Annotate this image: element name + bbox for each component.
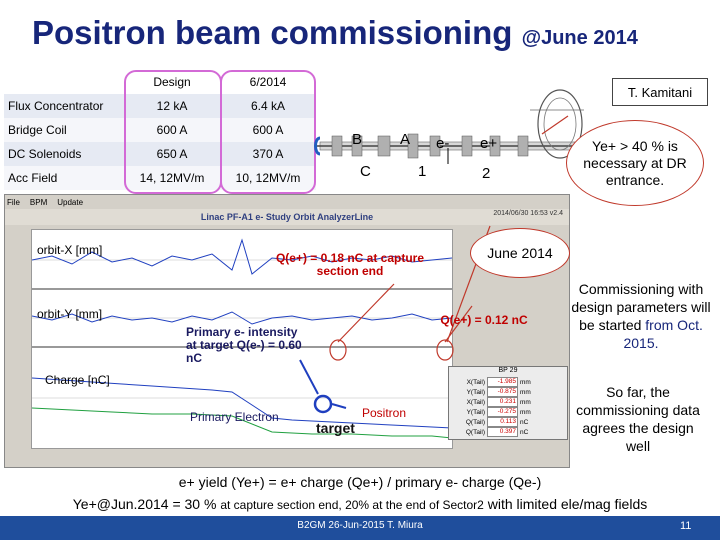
june-highlight-oval (220, 70, 316, 194)
spec-header-design: Design (124, 70, 220, 94)
title-sub: @June 2014 (521, 27, 638, 49)
spec-row: Flux Concentrator 12 kA 6.4 kA (4, 94, 316, 118)
june2014-callout: June 2014 (470, 228, 570, 278)
spec-june: 6.4 kA (220, 94, 316, 118)
slide-title: Positron beam commissioning @June 2014 (32, 14, 638, 52)
spec-row: Bridge Coil 600 A 600 A (4, 118, 316, 142)
beamline-label-eplus: e+ (480, 135, 497, 152)
bp-unit: mm (520, 388, 531, 396)
yield-definition: e+ yield (Ye+) = e+ charge (Qe+) / prima… (178, 474, 542, 490)
bp-value: 0.397 (487, 427, 518, 437)
spec-row: Acc Field 14, 12MV/m 10, 12MV/m (4, 166, 316, 190)
footer-bar (0, 516, 720, 540)
menu-bpm[interactable]: BPM (29, 197, 48, 207)
spec-june: 600 A (220, 118, 316, 142)
bp-value: -0.875 (487, 387, 518, 397)
bp-unit: mm (520, 378, 531, 386)
bp-value: -1.985 (487, 377, 518, 387)
bp-value: -0.275 (487, 407, 518, 417)
positron-label: Positron (362, 406, 407, 420)
june2014-text: June 2014 (487, 245, 553, 261)
commissioning-note: Commissioning with design parameters wil… (566, 280, 716, 352)
commissioning-note-line2: from Oct. 2015. (623, 317, 703, 351)
bp-value: 0.231 (487, 397, 518, 407)
bp-name: Y(Tail) (466, 408, 485, 416)
spec-design: 600 A (124, 118, 220, 142)
spec-design: 14, 12MV/m (124, 166, 220, 190)
beamline-label-two: 2 (482, 165, 490, 182)
app-menubar: File BPM Update (5, 195, 571, 209)
beamline-schematic: B A e- e+ C 1 2 (314, 89, 584, 182)
yield-result: Ye+@Jun.2014 = 30 % at capture section e… (0, 496, 720, 512)
bp-row: X(Tail) 0.231 mm (449, 397, 567, 407)
beamline-label-c: C (360, 163, 371, 180)
footer-text: B2GM 26-Jun-2015 T. Miura (297, 520, 423, 531)
charge-label: Charge [nC] (45, 373, 110, 387)
beamline-label-one: 1 (418, 163, 426, 180)
yield-callout: Ye+ > 40 % is necessary at DR entrance. (566, 120, 704, 206)
menu-file[interactable]: File (7, 197, 20, 207)
spec-design: 650 A (124, 142, 220, 166)
bp-row: X(Tail) -1.985 mm (449, 377, 567, 387)
bp-unit: nC (520, 418, 529, 426)
spec-label: Acc Field (4, 166, 124, 190)
orbit-analyzer-window: File BPM Update Linac PF-A1 e- Study Orb… (4, 194, 570, 468)
bp-row: Q(Tail) 0.397 nC (449, 427, 567, 437)
orbit-x-plot (31, 229, 453, 289)
spec-label: DC Solenoids (4, 142, 124, 166)
bp-name: Q(Tail) (465, 428, 485, 436)
spec-header-blank (4, 70, 124, 94)
yield-callout-text: Ye+ > 40 % is necessary at DR entrance. (583, 137, 687, 188)
author-box: T. Kamitani (612, 78, 708, 106)
spec-table: Design 6/2014 Flux Concentrator 12 kA 6.… (4, 70, 316, 190)
bp-name: X(Tail) (466, 398, 485, 406)
commissioning-note-line1: Commissioning with design parameters wil… (571, 281, 711, 333)
bp-row: Y(Tail) -0.275 mm (449, 407, 567, 417)
page-number: 11 (680, 520, 692, 532)
agreement-note: So far, the commissioning data agrees th… (576, 384, 700, 454)
spec-june: 10, 12MV/m (220, 166, 316, 190)
yield-result-a: Ye+@Jun.2014 = 30 % (72, 496, 217, 512)
qend-annotation: Q(e+) = 0.12 nC (440, 313, 528, 327)
spec-label: Bridge Coil (4, 118, 124, 142)
spec-header-june: 6/2014 (220, 70, 316, 94)
app-status-text: 2014/06/30 16:53 v2.4 (493, 210, 563, 217)
bp-name: Y(Tail) (466, 388, 485, 396)
beamline-label-eminus: e- (436, 135, 449, 152)
primary-electron-label: Primary Electron (190, 410, 279, 424)
beamline-label-a: A (400, 131, 410, 148)
spec-design: 12 kA (124, 94, 220, 118)
target-label: target (316, 420, 355, 436)
spec-header-row: Design 6/2014 (4, 70, 316, 94)
spec-june: 370 A (220, 142, 316, 166)
orbit-y-plot (31, 289, 453, 347)
app-window-title: Linac PF-A1 e- Study Orbit AnalyzerLine (5, 209, 569, 225)
beamline-label-b: B (352, 131, 362, 148)
bp-header: BP 29 (498, 367, 518, 374)
bp-row: Y(Tail) -0.875 mm (449, 387, 567, 397)
spec-label: Flux Concentrator (4, 94, 124, 118)
bp-unit: mm (520, 408, 531, 416)
primary-annotation: Primary e- intensity at target Q(e-) = 0… (186, 325, 302, 365)
menu-update[interactable]: Update (57, 197, 84, 207)
yield-result-c: with limited ele/mag fields (487, 496, 648, 512)
yield-result-b: at capture section end, 20% at the end o… (220, 498, 484, 512)
orbit-x-label: orbit-X [mm] (37, 243, 103, 257)
qcapture-annotation: Q(e+) = 0.18 nC at capture section end (275, 251, 425, 278)
bp-value: 0.113 (487, 417, 518, 427)
bp-name: Q(Tail) (465, 418, 485, 426)
bp-unit: nC (520, 428, 529, 436)
spec-row: DC Solenoids 650 A 370 A (4, 142, 316, 166)
bp-unit: mm (520, 398, 531, 406)
charge-plot (31, 347, 453, 449)
bp-row: Q(Tail) 0.113 nC (449, 417, 567, 427)
title-main: Positron beam commissioning (32, 14, 513, 51)
beam-parameter-panel: BP 29 X(Tail) -1.985 mm Y(Tail) -0.875 m… (448, 366, 568, 440)
bp-name: X(Tail) (466, 378, 485, 386)
orbit-y-label: orbit-Y [mm] (37, 307, 103, 321)
